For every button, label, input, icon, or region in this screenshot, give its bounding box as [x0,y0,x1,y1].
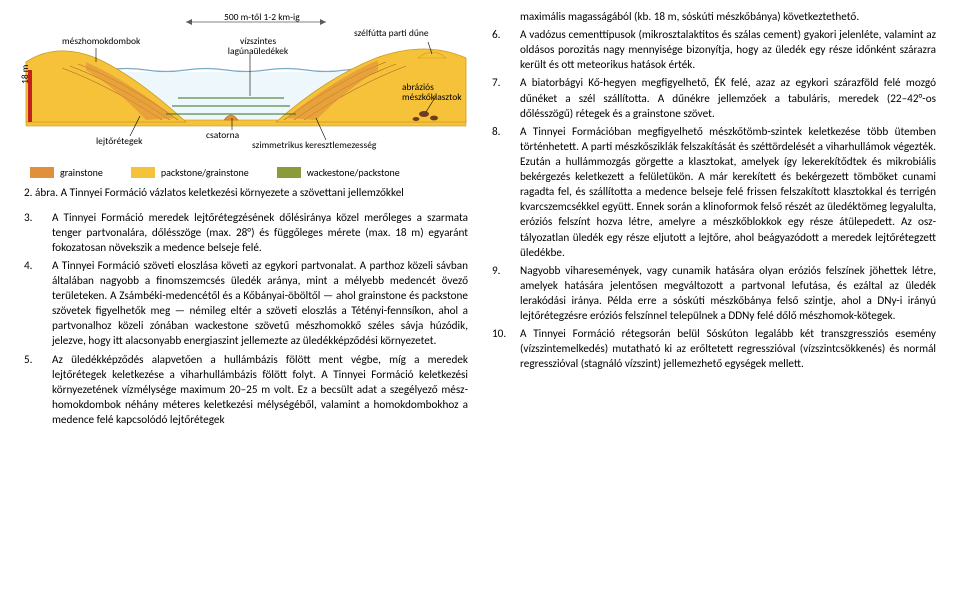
list-item-4: 4. A Tinnyei Formáció szöveti eloszlása … [24,259,468,350]
diagram-geology: 500 m-től 1-2 km-ig 18 m mészhomokdombok… [24,10,468,162]
legend-packstone: packstone/grainstone [131,166,249,180]
list-item-3: 3. A Tinnyei Formáció meredek lejtőréteg… [24,211,468,256]
text-7: A biatorbágyi Kő-hegyen megfigyelhető, É… [520,76,936,121]
left-column: 500 m-től 1-2 km-ig 18 m mészhomokdombok… [24,10,468,576]
num-3: 3. [24,211,42,256]
num-9: 9. [492,264,510,324]
legend-grainstone: grainstone [30,166,103,180]
dl-4: abráziós mészkőklasztok [402,82,474,103]
dl-6: csatorna [206,130,239,140]
text-5: Az üledékképződés alapvetően a hullámbáz… [52,353,468,429]
text-6: A vadózus cementtípusok (mikrosztalaktit… [520,28,936,73]
num-4: 4. [24,259,42,350]
legend-wackestone: wackestone/packstone [277,166,400,180]
dl-2: vízszintes lagúnaüledékek [222,36,294,57]
continuation: maximális magasságából (kb. 18 m, sóskút… [492,10,936,25]
text-4: A Tinnyei Formáció szöveti eloszlása köv… [52,259,468,350]
text-3: A Tinnyei Formáció meredek lejtőrétegzés… [52,211,468,256]
list-item-7: 7. A biatorbágyi Kő-hegyen megfigyelhető… [492,76,936,121]
num-5: 5. [24,353,42,429]
num-7: 7. [492,76,510,121]
text-9: Nagyobb viharesemények, vagy cunamik hat… [520,264,936,324]
list-item-6: 6. A vadózus cementtípusok (mikrosztalak… [492,28,936,73]
right-column: maximális magasságából (kb. 18 m, sóskút… [492,10,936,576]
text-cont: maximális magasságából (kb. 18 m, sóskút… [520,10,936,25]
list-item-5: 5. Az üledékképződés alapvetően a hullám… [24,353,468,429]
dl-7: szimmetrikus keresztlemezesség [252,140,376,150]
num-8: 8. [492,125,510,261]
text-8: A Tinnyei Formációban megfigyelhető mész… [520,125,936,261]
diagram-legend: grainstone packstone/grainstone wackesto… [24,166,468,180]
figure-caption: 2. ábra. A Tinnyei Formáció vázlatos kel… [24,186,468,201]
diagram-height: 18 m [20,65,30,84]
list-item-10: 10. A Tinnyei Formáció rétegsorán belül … [492,327,936,372]
num-10: 10. [492,327,510,372]
dl-1: mészhomokdombok [62,36,140,46]
diagram-range: 500 m-től 1-2 km-ig [224,12,300,22]
text-10: A Tinnyei Formáció rétegsorán belül Sósk… [520,327,936,372]
dl-5: lejtőrétegek [96,136,142,146]
dl-3: szélfútta parti dűne [354,28,429,38]
list-item-8: 8. A Tinnyei Formációban megfigyelhető m… [492,125,936,261]
num-6: 6. [492,28,510,73]
list-item-9: 9. Nagyobb viharesemények, vagy cunamik … [492,264,936,324]
